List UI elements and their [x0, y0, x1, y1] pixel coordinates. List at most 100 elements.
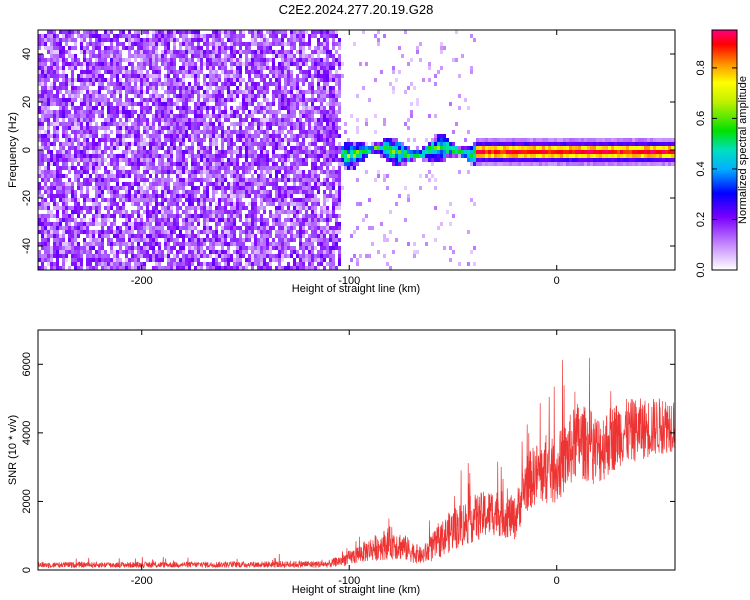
spectrogram-cell [131, 166, 134, 170]
spectrogram-cell [209, 130, 212, 134]
spectrogram-cell [152, 78, 155, 82]
spectrogram-cell [227, 54, 230, 58]
spectrogram-cell [53, 50, 56, 54]
spectrogram-cell [335, 194, 338, 198]
spectrogram-cell [113, 174, 116, 178]
spectrogram-cell [254, 206, 257, 210]
spectrogram-cell [215, 186, 218, 190]
spectrogram-cell [119, 234, 122, 238]
spectrogram-cell [71, 102, 74, 106]
spectrogram-cell [302, 106, 305, 110]
spectrogram-cell [194, 78, 197, 82]
spectrogram-cell [161, 162, 164, 166]
spectrogram-cell [80, 122, 83, 126]
spectrogram-cell [80, 110, 83, 114]
spectrogram-cell [344, 158, 347, 162]
spectrogram-cell [248, 214, 251, 218]
spectrogram-cell [41, 66, 44, 70]
spectrogram-cell [302, 158, 305, 162]
spectrogram-cell [74, 30, 77, 34]
spectrogram-cell [326, 90, 329, 94]
spectrogram-cell [155, 238, 158, 242]
spectrogram-cell [38, 242, 41, 246]
spectrogram-cell [233, 214, 236, 218]
spectrogram-cell [143, 154, 146, 158]
spectrogram-cell [206, 86, 209, 90]
spectrogram-cell [251, 78, 254, 82]
spectrogram-cell [119, 158, 122, 162]
spectrogram-cell [350, 166, 353, 170]
spectrogram-cell [221, 150, 224, 154]
spectrogram-cell [65, 250, 68, 254]
spectrogram-cell [83, 38, 86, 42]
spectrogram-cell [359, 158, 362, 162]
spectrogram-cell [302, 218, 305, 222]
spectrogram-cell [314, 130, 317, 134]
spectrogram-cell [83, 110, 86, 114]
spectrogram-cell [338, 74, 341, 78]
spectrogram-cell [320, 254, 323, 258]
spectrogram-cell [71, 146, 74, 150]
spectrogram-cell [62, 74, 65, 78]
spectrogram-cell [104, 78, 107, 82]
spectrogram-cell [83, 206, 86, 210]
spectrogram-cell [254, 66, 257, 70]
spectrogram-cell [278, 194, 281, 198]
spectrogram-cell [104, 50, 107, 54]
spectrogram-cell [41, 142, 44, 146]
spectrogram-cell [209, 70, 212, 74]
spectrogram-cell [239, 62, 242, 66]
spectrogram-cell [335, 110, 338, 114]
spectrogram-cell [74, 126, 77, 130]
spectrogram-cell [269, 230, 272, 234]
spectrogram-cell [332, 174, 335, 178]
spectrogram-cell [254, 242, 257, 246]
spectrogram-cell [179, 266, 182, 270]
spectrogram-cell [53, 146, 56, 150]
spectrogram-cell [107, 174, 110, 178]
spectrogram-cell [227, 98, 230, 102]
spectrogram-cell [56, 94, 59, 98]
spectrogram-cell [218, 266, 221, 270]
spectrogram-cell [233, 206, 236, 210]
spectrogram-cell [311, 190, 314, 194]
spectrogram-cell [221, 234, 224, 238]
spectrogram-cell [50, 154, 53, 158]
spectrogram-cell [332, 194, 335, 198]
spectrogram-cell [170, 138, 173, 142]
spectrogram-cell [167, 170, 170, 174]
spectrogram-cell [179, 98, 182, 102]
spectrogram-cell [179, 138, 182, 142]
spectrogram-cell [86, 34, 89, 38]
spectrogram-cell [47, 218, 50, 222]
spectrogram-cell [119, 130, 122, 134]
spectrogram-cell [113, 86, 116, 90]
spectrogram-cell [275, 130, 278, 134]
spectrogram-cell [221, 82, 224, 86]
spectrogram-cell [314, 70, 317, 74]
spectrogram-cell [203, 214, 206, 218]
spectrogram-cell [158, 202, 161, 206]
spectrogram-cell [206, 230, 209, 234]
spectrogram-cell [200, 246, 203, 250]
spectrogram-cell [56, 78, 59, 82]
spectrogram-cell [305, 90, 308, 94]
spectrogram-cell [143, 170, 146, 174]
spectrogram-cell [185, 262, 188, 266]
spectrogram-cell [161, 214, 164, 218]
spectrogram-cell [77, 150, 80, 154]
spectrogram-cell [113, 74, 116, 78]
spectrogram-cell [272, 82, 275, 86]
spectrogram-cell [56, 250, 59, 254]
spectrogram-cell [329, 146, 332, 150]
spectrogram-cell [248, 262, 251, 266]
spectrogram-cell [245, 258, 248, 262]
spectrogram-cell [65, 58, 68, 62]
spectrogram-cell [305, 102, 308, 106]
spectrogram-cell [218, 198, 221, 202]
spectrogram-cell [248, 58, 251, 62]
spectrogram-cell [122, 150, 125, 154]
spectrogram-cell [263, 198, 266, 202]
spectrogram-cell [326, 166, 329, 170]
spectrogram-cell [212, 94, 215, 98]
